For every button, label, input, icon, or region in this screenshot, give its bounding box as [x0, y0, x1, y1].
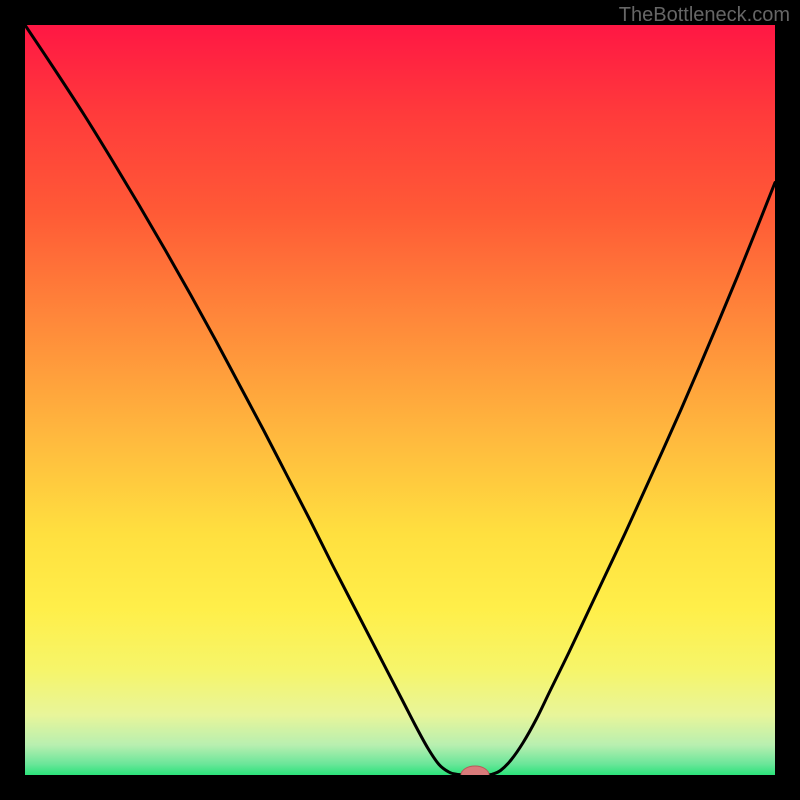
plot-area [25, 25, 775, 775]
plot-svg [25, 25, 775, 775]
watermark-text: TheBottleneck.com [619, 4, 790, 27]
gradient-background [25, 25, 775, 775]
chart-container: TheBottleneck.com [0, 0, 800, 800]
